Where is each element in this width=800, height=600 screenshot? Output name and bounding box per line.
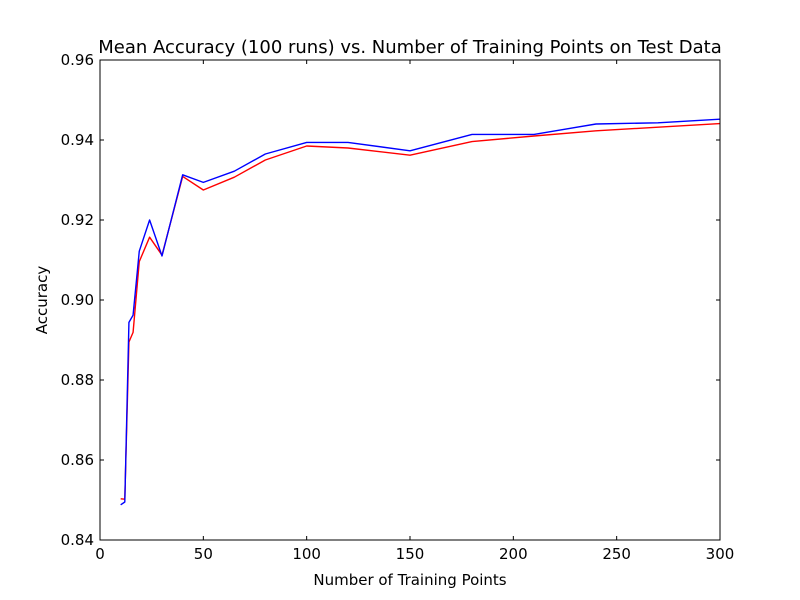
plot-area xyxy=(100,60,720,540)
series-line-1 xyxy=(120,118,721,506)
y-tick-label: 0.94 xyxy=(61,131,94,149)
x-tick-label: 300 xyxy=(706,545,735,563)
y-tick-label: 0.86 xyxy=(61,451,94,469)
ticks-layer: 0 50 100 150 200 250 300 0.84 0.86 0.88 0.90 0.92 0.… xyxy=(61,51,735,563)
x-tick-label: 200 xyxy=(499,545,528,563)
x-tick-label: 250 xyxy=(602,545,631,563)
y-tick-label: 0.84 xyxy=(61,531,94,549)
y-tick-label: 0.96 xyxy=(61,51,94,69)
plot-frame xyxy=(99,59,721,541)
x-tick-label: 100 xyxy=(292,545,321,563)
y-axis-label: Accuracy xyxy=(33,266,51,335)
x-tick-label: 50 xyxy=(194,545,213,563)
x-tick-label: 150 xyxy=(396,545,425,563)
x-axis-label: Number of Training Points xyxy=(313,571,506,589)
y-tick-label: 0.92 xyxy=(61,211,94,229)
x-tick-label: 0 xyxy=(95,545,105,563)
y-tick-label: 0.88 xyxy=(61,371,94,389)
y-tick-label: 0.90 xyxy=(61,291,94,309)
chart-title: Mean Accuracy (100 runs) vs. Number of T… xyxy=(98,37,722,58)
series-layer xyxy=(120,118,721,506)
series-line-0 xyxy=(120,122,721,500)
